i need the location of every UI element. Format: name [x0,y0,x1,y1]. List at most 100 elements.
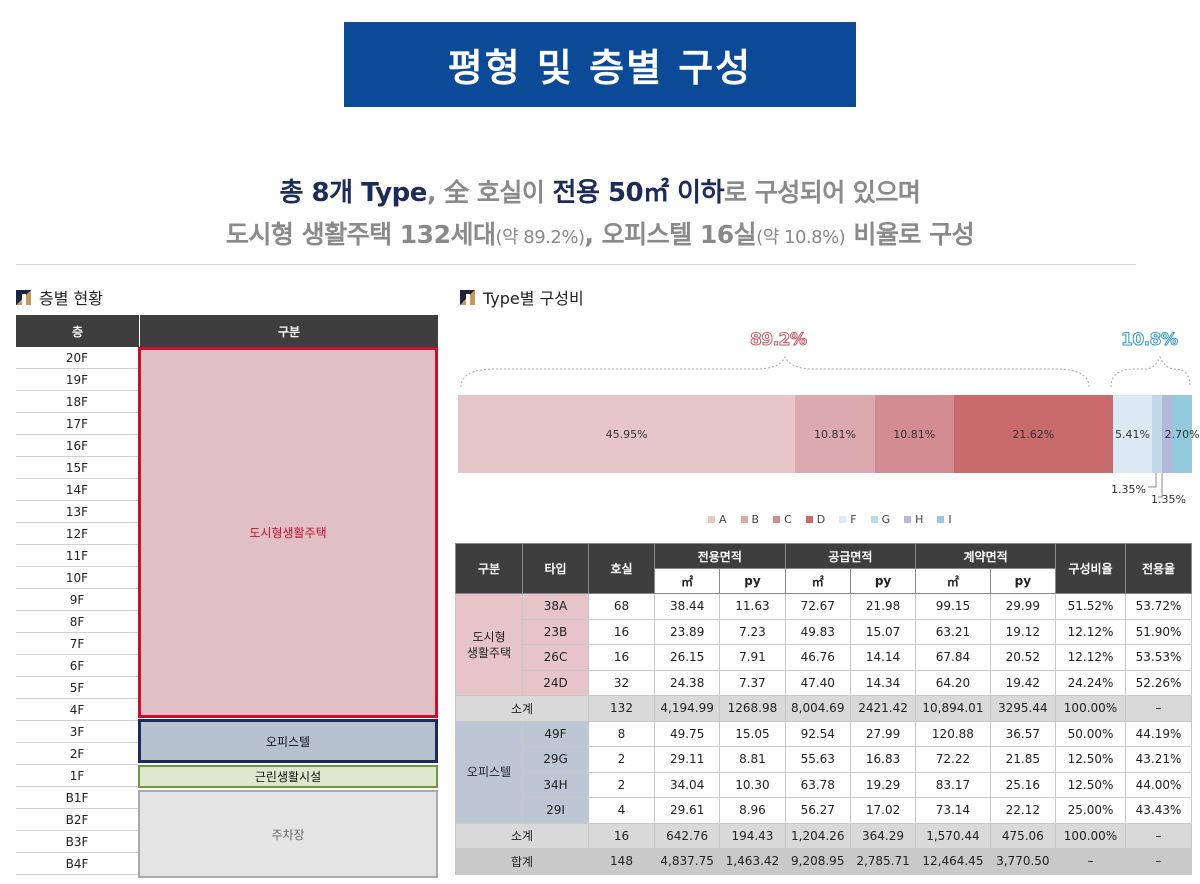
th-m2: ㎡ [915,568,991,594]
table-cell: 14.34 [849,669,917,696]
floor-block-officetel: 오피스텔 [138,719,438,763]
type-section-title-text: Type별 구성비 [483,289,584,308]
th-m2: ㎡ [784,568,851,594]
table-cell: 92.54 [784,720,851,747]
table-row: 34H 2 34.04 10.30 63.78 19.29 83.17 25.16 12.50%… [456,771,1192,798]
legend-label: I [948,513,952,526]
floor-row: 18F [16,391,138,413]
table-cell: 53.72% [1125,593,1192,620]
table-cell: 148 [588,848,655,875]
bar-value-label: 21.62% [1012,427,1055,441]
legend-swatch [937,516,945,523]
legend-label: C [784,513,792,526]
floor-row: 10F [16,567,138,589]
table-cell: 73.14 [915,797,991,824]
th-contract: 계약면적 [915,543,1056,569]
floor-row: 14F [16,479,138,501]
type-section-title: Type별 구성비 [460,285,584,309]
table-cell: 64.20 [915,669,991,696]
table-cell: 56.27 [784,797,851,824]
floor-row: 13F [16,501,138,523]
table-cell: 16 [588,618,655,645]
page-title: 평형 및 층별 구성 [447,46,753,90]
legend-item: G [870,513,890,526]
floor-row: 8F [16,611,138,633]
legend-swatch [773,516,781,523]
table-cell: 29.11 [653,746,721,773]
table-cell: 100.00% [1055,822,1126,849]
table-cell: 49F [522,720,589,747]
bar-label-g: 1.35% [1111,483,1146,496]
bar-segment-f: 5.41% [1112,395,1153,473]
table-cell: 7.23 [719,618,786,645]
table-cell: 29G [522,746,589,773]
table-cell: 26C [522,644,589,671]
table-cell: 10,894.01 [915,695,991,722]
table-cell: 8.81 [719,746,786,773]
th-supply: 공급면적 [784,543,917,569]
use-header: 구분 [140,315,438,347]
table-cell: 19.42 [989,669,1057,696]
table-cell: 12.50% [1055,771,1126,798]
table-cell: 100.00% [1055,695,1126,722]
table-cell: 1268.98 [719,695,786,722]
headline-residential-pct: (약 89.2%) [495,227,585,248]
table-cell: 43.21% [1125,746,1192,773]
table-cell: 3,770.50 [989,848,1057,875]
table-cell: 25.00% [1055,797,1126,824]
table-cell: 12.50% [1055,746,1126,773]
floor-row: 6F [16,655,138,677]
headline-text: 비율로 구성 [845,220,975,249]
floor-row: 11F [16,545,138,567]
subtotal-row: 소계 132 4,194.99 1268.98 8,004.69 2421.42 10,89… [455,695,1192,722]
th-m2: ㎡ [653,568,721,594]
table-cell: 4,194.99 [653,695,721,722]
headline-officetel-pct: (약 10.8%) [756,227,846,248]
table-cell: 46.76 [784,644,851,671]
floor-block-residential-label: 도시형생활주택 [249,526,327,540]
table-cell: 32 [588,669,655,696]
table-cell: 25.16 [989,771,1057,798]
th-group: 구분 [455,543,523,594]
table-cell: 17.02 [849,797,917,824]
table-cell: – [1125,695,1192,722]
table-cell: 22.12 [989,797,1057,824]
table-cell: 19.29 [849,771,917,798]
bar-segment-g [1152,395,1163,473]
table-cell: 72.22 [915,746,991,773]
floor-block-officetel-label: 오피스텔 [265,734,311,749]
table-cell: 120.88 [915,720,991,747]
table-row: 오피스텔 49F 8 49.75 15.05 92.54 27.99 120.88 36.57 5… [455,720,1192,824]
floor-row: 17F [16,413,138,435]
table-cell: 51.90% [1125,618,1192,645]
floor-row: 1F [16,765,138,787]
type-ratio-bar: 45.95% 10.81% 10.81% 21.62% 5.41% 2.70% [458,395,1200,473]
legend-item: H [904,513,923,526]
table-cell: 34.04 [653,771,721,798]
table-cell: 1,204.26 [784,822,851,849]
headline-line-1: 총 8개 Type, 全 호실이 전용 50㎡ 이하로 구성되어 있으며 [0,172,1200,209]
table-cell: 194.43 [719,822,786,849]
total-row: 합계 148 4,837.75 1,463.42 9,208.95 2,785.71 12,… [455,848,1192,875]
section-bullet-icon [460,289,475,305]
floor-row: 3F [16,721,138,743]
bar-value-label: 2.70% [1164,427,1200,441]
floor-block-retail-label: 근린생활시설 [254,770,322,784]
legend-item: F [839,513,857,526]
headline-line-2: 도시형 생활주택 132세대(약 89.2%), 오피스텔 16실(약 10.8… [0,215,1200,251]
floor-section-title-text: 층별 현황 [39,289,103,308]
table-cell: – [1055,848,1126,875]
table-cell: 21.85 [989,746,1057,773]
bar-segment-a: 45.95% [458,395,796,473]
table-cell: – [1125,848,1192,875]
th-excl: 전용면적 [654,543,786,569]
table-cell: 4 [588,797,655,824]
table-cell: 3295.44 [989,695,1057,722]
bar-segment-h [1162,395,1173,473]
table-cell: 67.84 [915,644,991,671]
subtotal-row: 소계 16 642.76 194.43 1,204.26 364.29 1,570.44 47… [455,822,1192,849]
headline-area: 전용 50㎡ 이하 [552,178,725,208]
table-cell: 50.00% [1055,720,1126,747]
table-cell: 24.38 [653,669,721,696]
table-cell: 29.61 [653,797,721,824]
